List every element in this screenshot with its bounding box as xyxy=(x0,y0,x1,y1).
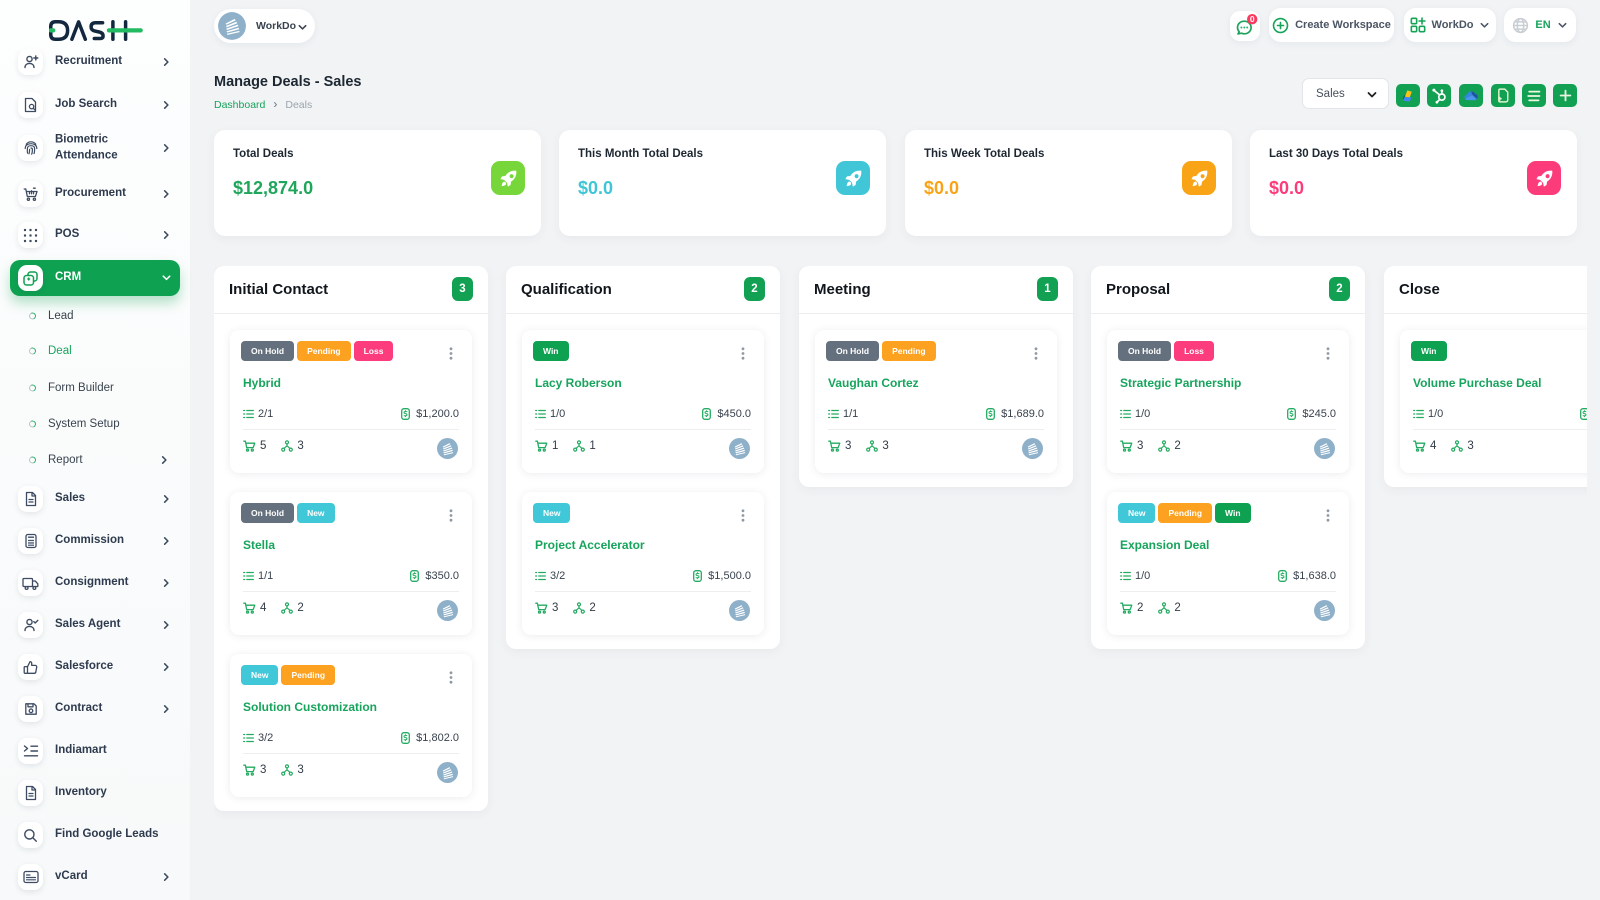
svg-text:0: 0 xyxy=(1250,14,1255,24)
